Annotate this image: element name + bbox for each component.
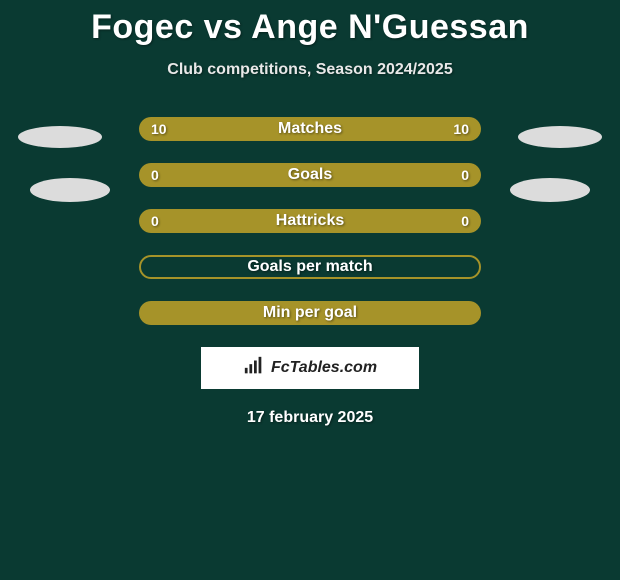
stat-row: Hattricks 0 0 <box>139 209 481 233</box>
player-photo-right-1 <box>518 126 602 148</box>
stat-row: Matches 10 10 <box>139 117 481 141</box>
stat-value-left: 10 <box>151 121 167 137</box>
stat-value-left: 0 <box>151 213 159 229</box>
stat-label: Matches <box>278 120 342 138</box>
stat-label: Goals <box>288 166 332 184</box>
page-subtitle: Club competitions, Season 2024/2025 <box>0 61 620 79</box>
stat-label: Goals per match <box>247 258 372 276</box>
stat-value-right: 0 <box>461 167 469 183</box>
stat-label: Hattricks <box>276 212 344 230</box>
stat-value-right: 10 <box>453 121 469 137</box>
page-title: Fogec vs Ange N'Guessan <box>0 0 620 47</box>
stat-value-left: 0 <box>151 167 159 183</box>
stat-row: Goals 0 0 <box>139 163 481 187</box>
stat-label: Min per goal <box>263 304 357 322</box>
player-photo-left-2 <box>30 178 110 202</box>
player-photo-right-2 <box>510 178 590 202</box>
brand-badge: FcTables.com <box>201 347 419 389</box>
stats-list: Matches 10 10 Goals 0 0 Hattricks 0 0 Goals per m… <box>139 117 481 325</box>
stat-row: Goals per match <box>139 255 481 279</box>
brand-text: FcTables.com <box>271 359 377 377</box>
date-text: 17 february 2025 <box>0 409 620 427</box>
stat-value-right: 0 <box>461 213 469 229</box>
chart-icon <box>243 355 265 382</box>
player-photo-left-1 <box>18 126 102 148</box>
stat-row: Min per goal <box>139 301 481 325</box>
